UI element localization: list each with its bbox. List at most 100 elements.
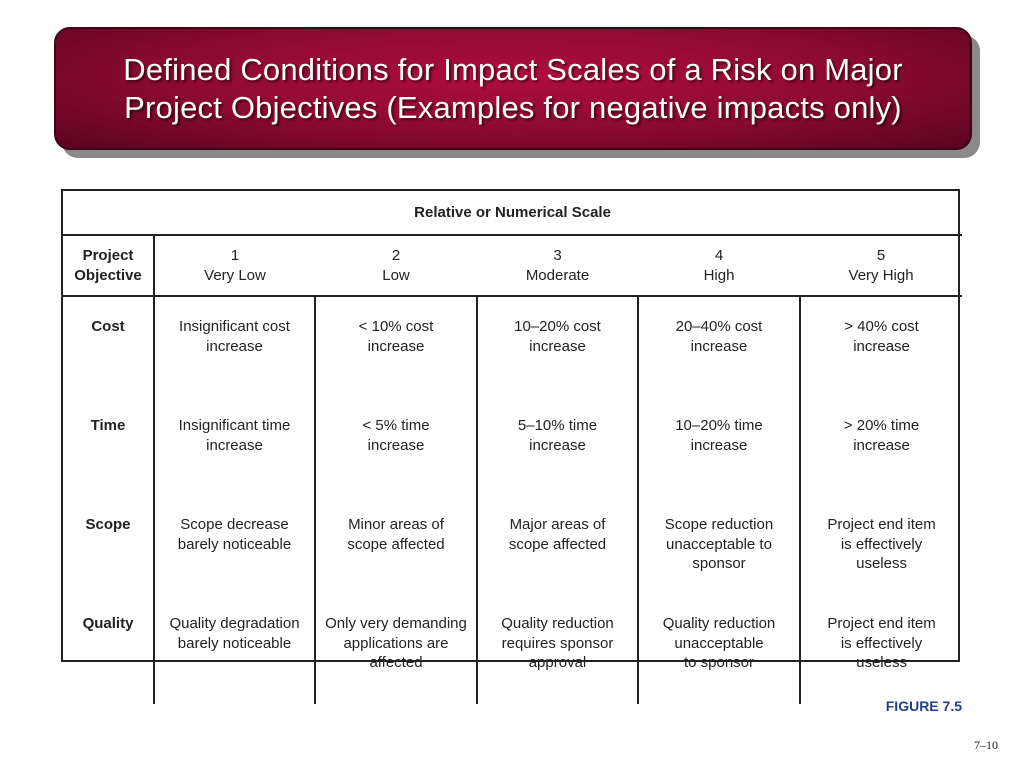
- impact-scale-table: Relative or Numerical Scale Project Obje…: [61, 189, 963, 704]
- cell-line: approval: [528, 654, 587, 671]
- cell-line: > 20% time: [843, 417, 920, 434]
- level-header-2: 2 Low: [315, 235, 477, 297]
- level-label: Low: [382, 266, 410, 284]
- table-cell: Quality reduction unacceptable to sponsor: [638, 603, 801, 704]
- cell-line: Only very demanding: [325, 615, 467, 632]
- table-row-cost: Cost Insignificant cost increase < 10% co…: [63, 296, 962, 405]
- cell-line: affected: [369, 654, 423, 671]
- cell-line: increase: [206, 436, 263, 454]
- cell-line: increase: [529, 337, 586, 355]
- level-number: 5: [876, 246, 886, 264]
- level-header-5: 5 Very High: [800, 235, 963, 297]
- slide-title-banner: Defined Conditions for Impact Scales of …: [54, 27, 972, 150]
- cell-line: increase: [529, 436, 586, 454]
- table-cell: < 10% cost increase: [315, 296, 478, 405]
- cell-line: Scope decrease: [180, 516, 289, 533]
- cell-line: to sponsor: [683, 654, 755, 671]
- level-header-3: 3 Moderate: [477, 235, 638, 297]
- cell-line: Project end item: [827, 615, 936, 632]
- cell-line: barely noticeable: [177, 535, 292, 553]
- cell-line: applications are: [343, 634, 449, 652]
- level-header-row: Project Objective 1 Very Low 2 Low 3 Mod…: [63, 235, 963, 297]
- objective-header-line-2: Objective: [74, 266, 142, 284]
- cell-line: 10–20% cost: [514, 318, 601, 335]
- level-label: High: [703, 266, 735, 284]
- table-cell: Scope decrease barely noticeable: [154, 504, 316, 603]
- cell-line: sponsor: [692, 555, 746, 572]
- objective-header: Project Objective: [63, 235, 155, 297]
- cell-line: useless: [856, 555, 907, 572]
- level-number: 4: [714, 246, 724, 264]
- table-row-time: Time Insignificant time increase < 5% tim…: [63, 405, 962, 504]
- table-cell: Minor areas of scope affected: [315, 504, 478, 603]
- cell-line: Insignificant time: [178, 417, 291, 434]
- cell-line: Quality reduction: [662, 615, 776, 632]
- objective-cell: Quality: [63, 603, 155, 704]
- slide-title-line-2: Project Objectives (Examples for negativ…: [124, 89, 902, 125]
- table-cell: > 40% cost increase: [800, 296, 962, 405]
- cell-line: Project end item: [827, 516, 936, 533]
- level-number: 1: [230, 246, 240, 264]
- table-cell: Major areas of scope affected: [477, 504, 639, 603]
- cell-line: 10–20% time: [675, 417, 763, 434]
- cell-line: increase: [853, 436, 910, 454]
- cell-line: 5–10% time: [517, 417, 598, 434]
- level-header-1: 1 Very Low: [154, 235, 315, 297]
- objective-cell: Scope: [63, 504, 155, 603]
- level-number: 3: [553, 246, 562, 264]
- cell-line: scope affected: [508, 535, 607, 553]
- cell-line: Insignificant cost: [179, 318, 290, 335]
- table-cell: Insignificant cost increase: [154, 296, 316, 405]
- cell-line: increase: [853, 337, 910, 355]
- cell-line: unacceptable to: [666, 535, 772, 553]
- table-cell: 10–20% time increase: [638, 405, 801, 504]
- cell-line: barely noticeable: [177, 634, 292, 652]
- table-cell: 5–10% time increase: [477, 405, 639, 504]
- level-label: Very Low: [204, 266, 266, 284]
- cell-line: > 40% cost: [844, 318, 919, 335]
- cell-line: < 5% time: [362, 417, 430, 434]
- cell-line: increase: [367, 436, 425, 454]
- slide-title-line-1: Defined Conditions for Impact Scales of …: [123, 51, 903, 87]
- table-cell: 10–20% cost increase: [477, 296, 639, 405]
- cell-line: increase: [206, 337, 263, 355]
- table-row-scope: Scope Scope decrease barely noticeable Mi…: [63, 504, 962, 603]
- table-cell: Only very demanding applications are affec…: [315, 603, 478, 704]
- objective-cell: Cost: [63, 296, 155, 405]
- cell-line: scope affected: [347, 535, 445, 553]
- scale-header: Relative or Numerical Scale: [63, 191, 963, 236]
- level-label: Moderate: [525, 266, 590, 284]
- cell-line: Major areas of: [509, 516, 606, 533]
- table-cell: < 5% time increase: [315, 405, 478, 504]
- table-cell: Project end item is effectively useless: [800, 504, 962, 603]
- cell-line: increase: [367, 337, 425, 355]
- table-cell: Project end item is effectively useless: [800, 603, 962, 704]
- table-cell: Quality reduction requires sponsor approva…: [477, 603, 639, 704]
- objective-header-line-1: Project: [82, 246, 134, 264]
- cell-line: Quality reduction: [501, 615, 614, 632]
- table-cell: Quality degradation barely noticeable: [154, 603, 316, 704]
- table-cell: Insignificant time increase: [154, 405, 316, 504]
- impact-table: Relative or Numerical Scale Project Obje…: [63, 191, 963, 704]
- cell-line: is effectively: [840, 535, 923, 553]
- level-label: Very High: [848, 266, 914, 284]
- table-row-quality: Quality Quality degradation barely notice…: [63, 603, 962, 704]
- table-cell: > 20% time increase: [800, 405, 962, 504]
- level-header-4: 4 High: [638, 235, 800, 297]
- cell-line: Scope reduction: [664, 516, 774, 533]
- cell-line: increase: [690, 436, 748, 454]
- cell-line: Minor areas of: [348, 516, 444, 533]
- cell-line: increase: [690, 337, 748, 355]
- cell-line: Quality degradation: [169, 615, 300, 632]
- cell-line: requires sponsor: [501, 634, 614, 652]
- level-number: 2: [391, 246, 401, 264]
- page-number: 7–10: [974, 738, 998, 752]
- figure-label: FIGURE 7.5: [885, 698, 962, 714]
- slide-title: Defined Conditions for Impact Scales of …: [73, 51, 953, 127]
- table-cell: Scope reduction unacceptable to sponsor: [638, 504, 801, 603]
- objective-cell: Time: [63, 405, 155, 504]
- cell-line: useless: [856, 654, 907, 671]
- cell-line: < 10% cost: [358, 318, 434, 335]
- cell-line: is effectively: [840, 634, 923, 652]
- cell-line: 20–40% cost: [675, 318, 763, 335]
